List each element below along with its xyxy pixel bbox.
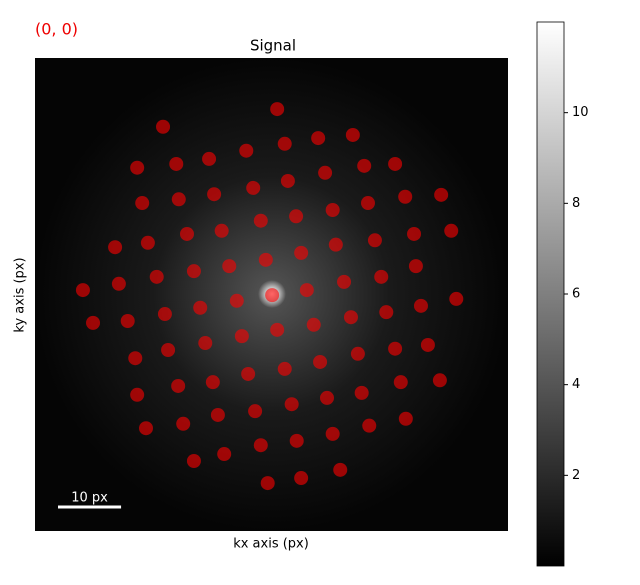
marker — [434, 187, 449, 202]
marker — [210, 407, 225, 422]
marker — [328, 237, 343, 252]
marker — [171, 192, 186, 207]
marker — [205, 375, 220, 390]
marker — [270, 322, 285, 337]
marker — [420, 337, 435, 352]
marker — [325, 426, 340, 441]
colorbar-tick-label: 2 — [572, 468, 580, 483]
marker — [294, 471, 309, 486]
marker — [343, 310, 358, 325]
marker — [186, 264, 201, 279]
marker — [229, 293, 244, 308]
colorbar-tick-label: 10 — [572, 105, 589, 120]
colorbar-tick-label: 8 — [572, 196, 580, 211]
marker — [239, 143, 254, 158]
marker — [432, 373, 447, 388]
marker — [176, 416, 191, 431]
marker — [75, 283, 90, 298]
marker — [171, 378, 186, 393]
marker — [108, 240, 123, 255]
marker — [277, 361, 292, 376]
marker — [408, 259, 423, 274]
marker — [362, 418, 377, 433]
marker — [306, 317, 321, 332]
marker — [135, 196, 150, 211]
marker — [311, 131, 326, 146]
marker — [398, 189, 413, 204]
marker — [388, 156, 403, 171]
marker — [337, 274, 352, 289]
marker — [379, 305, 394, 320]
marker — [413, 298, 428, 313]
marker — [193, 300, 208, 315]
marker — [374, 269, 389, 284]
marker — [241, 366, 256, 381]
marker — [169, 156, 184, 171]
marker — [138, 421, 153, 436]
marker — [156, 119, 171, 134]
marker — [360, 196, 375, 211]
scale-bar-label: 10 px — [71, 491, 108, 506]
marker — [393, 375, 408, 390]
marker — [367, 233, 382, 248]
marker — [253, 438, 268, 453]
marker — [234, 329, 249, 344]
marker — [357, 158, 372, 173]
marker — [299, 283, 314, 298]
marker — [248, 404, 263, 419]
marker — [149, 269, 164, 284]
marker — [407, 226, 422, 241]
marker — [284, 397, 299, 412]
marker — [222, 259, 237, 274]
marker — [202, 151, 217, 166]
marker — [294, 245, 309, 260]
marker — [214, 223, 229, 238]
marker — [157, 307, 172, 322]
marker — [444, 223, 459, 238]
chart-title: Signal — [250, 37, 296, 55]
marker — [198, 336, 213, 351]
marker — [161, 342, 176, 357]
marker — [449, 291, 464, 306]
y-axis-label: ky axis (px) — [13, 257, 28, 332]
marker — [354, 385, 369, 400]
marker — [333, 462, 348, 477]
marker — [111, 276, 126, 291]
marker — [277, 136, 292, 151]
marker — [289, 433, 304, 448]
marker — [350, 346, 365, 361]
marker — [128, 351, 143, 366]
marker — [120, 313, 135, 328]
marker — [179, 226, 194, 241]
marker — [289, 209, 304, 224]
colorbar — [536, 21, 565, 567]
marker — [186, 453, 201, 468]
colorbar-tick-label: 4 — [572, 377, 580, 392]
x-axis-label: kx axis (px) — [233, 537, 309, 552]
marker — [253, 213, 268, 228]
marker — [258, 252, 273, 267]
marker — [318, 165, 333, 180]
marker — [345, 127, 360, 142]
index-label: (0, 0) — [35, 20, 78, 39]
marker — [398, 411, 413, 426]
marker — [207, 187, 222, 202]
marker — [260, 476, 275, 491]
marker — [270, 102, 285, 117]
marker — [280, 173, 295, 188]
marker — [130, 387, 145, 402]
marker — [140, 235, 155, 250]
marker — [246, 180, 261, 195]
marker — [130, 160, 145, 175]
marker — [265, 288, 280, 303]
marker — [313, 354, 328, 369]
marker — [217, 447, 232, 462]
marker — [319, 390, 334, 405]
marker — [388, 341, 403, 356]
marker — [86, 315, 101, 330]
colorbar-tick-label: 6 — [572, 287, 580, 302]
marker — [325, 202, 340, 217]
